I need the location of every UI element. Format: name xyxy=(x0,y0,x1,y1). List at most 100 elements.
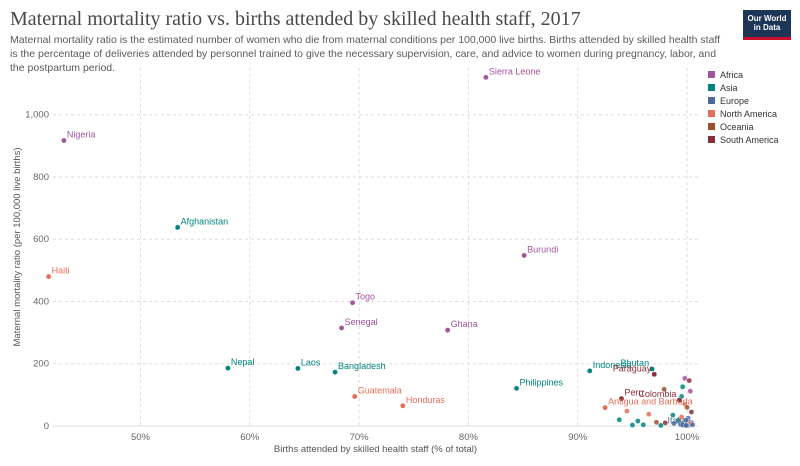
data-point xyxy=(684,404,690,411)
data-point xyxy=(618,395,625,402)
x-tick-label: 80% xyxy=(459,432,479,443)
point-label: Nepal xyxy=(231,357,255,367)
legend-item[interactable]: Europe xyxy=(708,94,779,107)
point-label: Colombia xyxy=(638,389,676,399)
legend-swatch xyxy=(708,71,715,78)
legend-label: South America xyxy=(720,134,779,145)
data-point xyxy=(521,252,527,259)
legend-swatch xyxy=(708,84,715,91)
data-point xyxy=(683,417,689,423)
x-tick-label: 70% xyxy=(350,432,370,443)
data-point xyxy=(676,397,683,403)
point-label: Bhutan xyxy=(621,358,650,368)
point-label: Sierra Leone xyxy=(489,66,541,76)
data-point xyxy=(629,422,636,428)
data-point xyxy=(661,386,667,393)
data-point xyxy=(483,74,489,81)
data-point xyxy=(658,422,664,429)
y-tick-label: 200 xyxy=(33,359,49,370)
data-point xyxy=(400,402,406,409)
point-label: Guatemala xyxy=(358,385,402,395)
chart-subtitle: Maternal mortality ratio is the estimate… xyxy=(10,34,721,74)
data-point xyxy=(679,383,686,390)
point-label: Antigua and Barbuda xyxy=(608,397,693,407)
y-tick-label: 1,000 xyxy=(25,110,49,121)
point-label: Burundi xyxy=(527,244,558,254)
data-point xyxy=(687,388,694,394)
point-label: Senegal xyxy=(345,317,378,327)
y-axis-title: Maternal mortality ratio (per 100,000 li… xyxy=(12,147,23,346)
data-point xyxy=(349,299,356,306)
legend-swatch xyxy=(708,136,715,143)
data-point xyxy=(640,421,647,428)
data-point xyxy=(332,369,338,375)
logo-bar xyxy=(743,37,791,40)
data-point xyxy=(174,224,181,231)
point-label: Togo xyxy=(356,292,376,302)
point-label: Bangladesh xyxy=(338,361,386,371)
logo-line-1: Our World xyxy=(747,14,787,23)
point-label: Laos xyxy=(301,357,321,367)
x-tick-label: 100% xyxy=(675,432,700,443)
x-tick-label: 50% xyxy=(131,432,151,443)
legend-item[interactable]: South America xyxy=(708,133,779,146)
data-point xyxy=(682,375,688,382)
data-point xyxy=(689,421,696,428)
legend-swatch xyxy=(708,123,715,130)
legend: Africa Asia Europe North America Oceania Sout… xyxy=(708,68,779,146)
data-point xyxy=(635,418,641,424)
point-label: Indonesia xyxy=(593,360,632,370)
legend-swatch xyxy=(708,110,715,117)
legend-label: Asia xyxy=(720,82,738,93)
point-label: Afghanistan xyxy=(181,216,229,226)
point-label: Ghana xyxy=(451,319,478,329)
point-label: Paraguay xyxy=(613,363,652,373)
legend-item[interactable]: Oceania xyxy=(708,120,779,133)
data-point xyxy=(295,365,301,372)
legend-label: Africa xyxy=(720,69,744,80)
point-label: Peru xyxy=(624,388,643,398)
data-point xyxy=(61,137,67,144)
data-point xyxy=(624,408,630,414)
data-point xyxy=(651,371,658,378)
point-label: Philippines xyxy=(520,377,564,387)
data-point xyxy=(649,366,655,372)
data-point xyxy=(602,404,608,411)
point-label: Honduras xyxy=(406,395,446,405)
owid-logo[interactable]: Our World in Data xyxy=(743,10,791,40)
y-tick-label: 0 xyxy=(44,421,49,432)
legend-item[interactable]: North America xyxy=(708,107,779,120)
y-tick-label: 400 xyxy=(33,296,49,307)
legend-label: Europe xyxy=(720,95,750,106)
data-point xyxy=(646,411,652,417)
data-point xyxy=(513,385,520,392)
legend-label: Oceania xyxy=(720,121,754,132)
point-label: Haiti xyxy=(52,266,70,276)
x-axis-title: Births attended by skilled health staff … xyxy=(274,444,477,455)
chart-title: Maternal mortality ratio vs. births atte… xyxy=(10,8,581,30)
legend-label: North America xyxy=(720,108,778,119)
data-point xyxy=(686,377,693,384)
data-point xyxy=(45,273,52,280)
data-point xyxy=(586,368,593,374)
y-tick-label: 800 xyxy=(33,172,49,183)
data-point xyxy=(678,414,685,420)
x-tick-label: 60% xyxy=(240,432,260,443)
logo-line-2: in Data xyxy=(753,23,781,32)
data-point xyxy=(683,422,689,429)
data-point xyxy=(653,419,660,426)
data-point xyxy=(351,393,358,400)
data-point xyxy=(444,327,451,333)
point-label: Italy xyxy=(667,415,684,425)
y-tick-label: 600 xyxy=(33,234,49,245)
data-point xyxy=(688,409,695,415)
data-point xyxy=(671,420,677,427)
data-point xyxy=(662,420,669,426)
data-point xyxy=(670,412,676,418)
data-point xyxy=(225,365,231,371)
legend-swatch xyxy=(708,97,715,104)
x-tick-label: 90% xyxy=(568,432,588,443)
legend-item[interactable]: Africa xyxy=(708,68,779,81)
legend-item[interactable]: Asia xyxy=(708,81,779,94)
